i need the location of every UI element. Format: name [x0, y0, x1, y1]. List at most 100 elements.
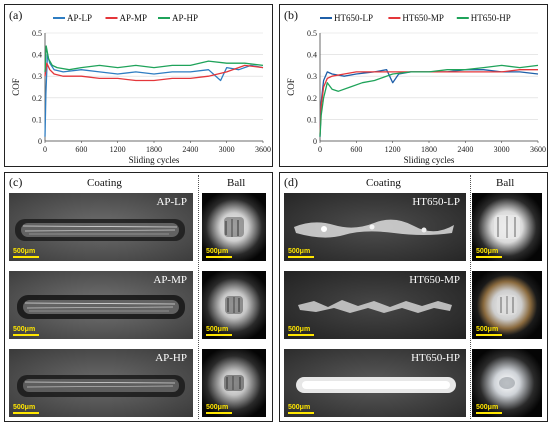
y-tick-label: 0.4 [307, 51, 317, 60]
ball-scar [225, 296, 243, 314]
ball-micrograph: 500μm [472, 271, 542, 339]
wear-track [294, 219, 454, 238]
ball-scar [224, 217, 244, 237]
scale-label: 500μm [206, 326, 229, 333]
legend-label: AP-HP [172, 13, 198, 23]
ball-scar [497, 295, 517, 315]
x-tick-label: 600 [350, 145, 362, 154]
x-axis-label: Sliding cycles [129, 155, 180, 165]
legend-label: HT650-MP [402, 13, 444, 23]
x-tick-label: 3000 [219, 145, 235, 154]
series-line-HT650-HP [319, 64, 539, 137]
wear-track [15, 219, 185, 241]
y-tick-label: 0.3 [307, 72, 317, 81]
scale-label: 500μm [13, 326, 36, 333]
y-tick-label: 0.1 [307, 115, 317, 124]
divider-c [198, 175, 199, 419]
panel-label: (b) [284, 8, 298, 22]
x-tick-label: 3600 [530, 145, 546, 154]
coating-tag: HT650-MP [409, 274, 460, 286]
x-tick-label: 0 [43, 145, 47, 154]
scale-label: 500μm [476, 248, 499, 255]
coating-micrograph: HT650-LP 500μm [284, 193, 466, 261]
coating-micrograph: AP-LP 500μm [9, 193, 193, 261]
coating-micrograph: AP-HP 500μm [9, 349, 193, 417]
scale-label: 500μm [206, 404, 229, 411]
series-line-HT650-MP [319, 69, 538, 135]
wear-track [298, 300, 452, 313]
coating-micrograph: AP-MP 500μm [9, 271, 193, 339]
wear-track [17, 375, 185, 397]
y-tick-label: 0 [38, 137, 42, 146]
ball-header-c: Ball [227, 177, 246, 189]
legend-label: AP-MP [120, 13, 148, 23]
scale-bar: 500μm [476, 404, 502, 414]
y-tick-label: 0.1 [32, 115, 42, 124]
y-axis-label: COF [286, 78, 296, 96]
scale-label: 500μm [476, 326, 499, 333]
x-tick-label: 3600 [255, 145, 271, 154]
y-tick-label: 0.2 [307, 94, 317, 103]
series-line-AP-MP [44, 62, 264, 82]
wear-track [296, 377, 456, 393]
panel-a: (a) 0 0.1 0.2 0.3 0.4 0.5 0 600 1200 1800 2400 3000 3… [4, 4, 273, 167]
coating-micrograph: HT650-MP 500μm [284, 271, 466, 339]
scale-label: 500μm [288, 326, 311, 333]
ball-scar [224, 375, 244, 391]
ball-header-d: Ball [496, 177, 515, 189]
y-tick-label: 0.5 [307, 29, 317, 38]
panel-label-d: (d) [284, 175, 298, 189]
panel-d: (d) Coating Ball HT650-LP 500μm 500μm HT… [279, 172, 548, 422]
x-tick-label: 1800 [146, 145, 162, 154]
coating-tag: HT650-LP [412, 196, 460, 208]
scale-bar: 500μm [13, 326, 39, 336]
y-tick-label: 0.4 [32, 51, 42, 60]
y-axis-label: COF [11, 78, 21, 96]
coating-tag: AP-LP [156, 196, 187, 208]
coating-micrograph: HT650-HP 500μm [284, 349, 466, 417]
panel-c: (c) Coating Ball AP-LP 500μm 500μm AP-MP… [4, 172, 273, 422]
y-tick-label: 0 [313, 137, 317, 146]
scale-bar: 500μm [206, 248, 232, 258]
coating-header-c: Coating [87, 177, 122, 189]
x-axis-label: Sliding cycles [404, 155, 455, 165]
scale-bar: 500μm [13, 248, 39, 258]
x-tick-label: 3000 [494, 145, 510, 154]
legend-label: HT650-LP [334, 13, 373, 23]
scale-bar: 500μm [13, 404, 39, 414]
scale-bar: 500μm [288, 248, 314, 258]
series-line-AP-HP [44, 45, 264, 72]
x-tick-label: 1200 [385, 145, 401, 154]
coating-tag: HT650-HP [411, 352, 460, 364]
coating-tag: AP-HP [155, 352, 187, 364]
panel-b: (b) 0 0.1 0.2 0.3 0.4 0.5 0 600 1200 1800 2400 3000 3… [279, 4, 548, 167]
scale-label: 500μm [13, 404, 36, 411]
ball-micrograph: 500μm [202, 349, 266, 417]
legend-label: AP-LP [67, 13, 92, 23]
legend-label: HT650-HP [471, 13, 511, 23]
coating-header-d: Coating [366, 177, 401, 189]
x-tick-label: 2400 [182, 145, 198, 154]
chart-b: (b) 0 0.1 0.2 0.3 0.4 0.5 0 600 1200 1800 2400 3000 3… [284, 8, 546, 165]
wear-track [17, 295, 185, 319]
chart-a: (a) 0 0.1 0.2 0.3 0.4 0.5 0 600 1200 1800 2400 3000 3… [9, 8, 271, 165]
scale-bar: 500μm [288, 404, 314, 414]
y-tick-label: 0.2 [32, 94, 42, 103]
x-tick-label: 1200 [110, 145, 126, 154]
scale-label: 500μm [288, 404, 311, 411]
x-tick-label: 0 [318, 145, 322, 154]
ball-scar [499, 377, 515, 389]
series-line-HT650-LP [319, 69, 539, 137]
scale-bar: 500μm [476, 248, 502, 258]
scale-label: 500μm [206, 248, 229, 255]
scale-label: 500μm [476, 404, 499, 411]
ball-micrograph: 500μm [202, 271, 266, 339]
panel-label: (a) [9, 8, 22, 22]
ball-micrograph: 500μm [472, 349, 542, 417]
ball-micrograph: 500μm [472, 193, 542, 261]
y-tick-label: 0.5 [32, 29, 42, 38]
scale-bar: 500μm [476, 326, 502, 336]
x-tick-label: 600 [75, 145, 87, 154]
x-tick-label: 1800 [421, 145, 437, 154]
panel-label-c: (c) [9, 175, 23, 189]
